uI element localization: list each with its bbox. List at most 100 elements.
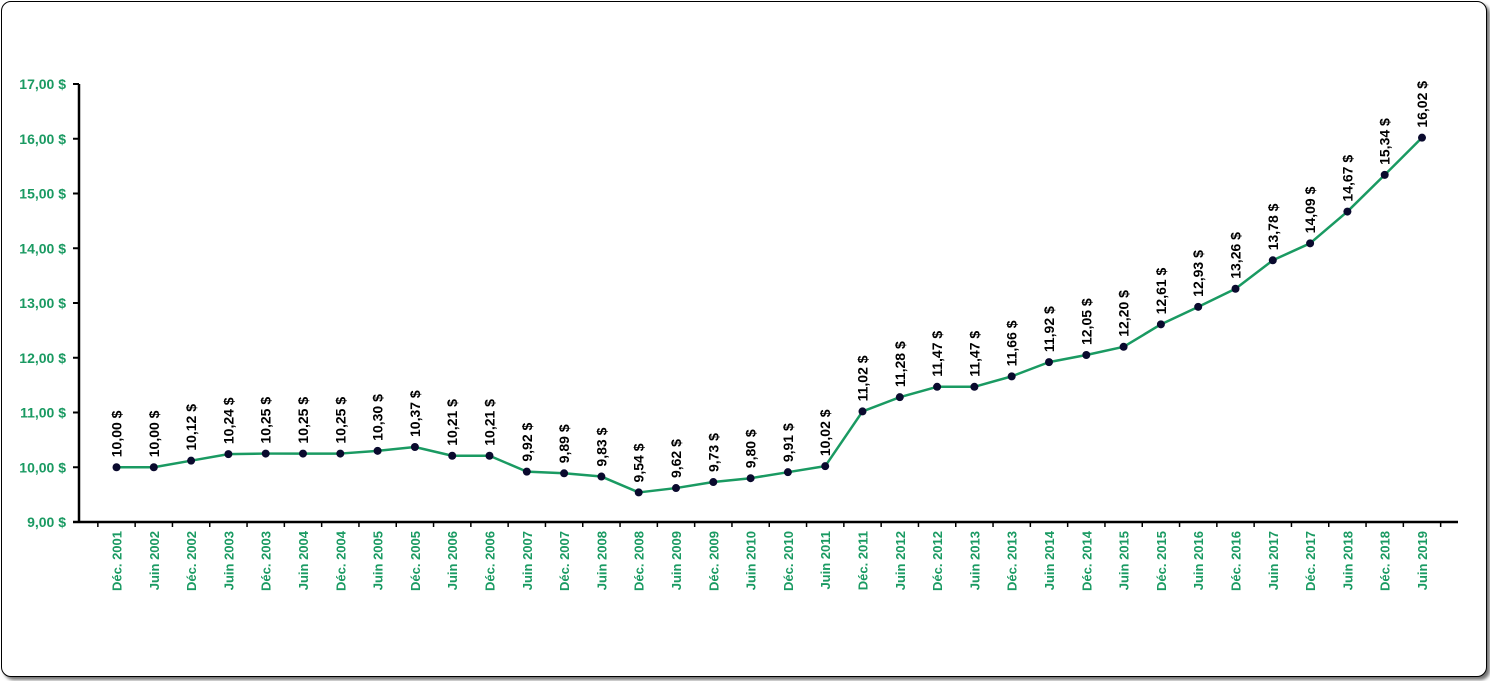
x-tick-label: Déc. 2007 [557,531,572,591]
y-tick-label: 12,00 $ [19,350,66,366]
data-point [1306,239,1315,248]
data-label: 9,80 $ [743,429,759,468]
data-label: 15,34 $ [1377,118,1393,165]
data-point [746,474,755,483]
data-point [112,463,121,472]
data-point [933,382,942,391]
data-label: 12,61 $ [1153,267,1169,314]
data-point [970,382,979,391]
data-label: 9,92 $ [519,422,535,461]
x-tick-label: Déc. 2012 [930,531,945,591]
y-tick-label: 9,00 $ [27,514,66,530]
data-label: 10,30 $ [370,394,386,441]
data-point [1045,358,1053,367]
y-axis: 9,00 $ 10,00 $ 11,00 $ 12,00 $ 13,00 $ 14,00 … [19,76,81,530]
x-tick-label: Déc. 2017 [1303,531,1318,591]
data-label: 14,09 $ [1302,186,1318,233]
y-tick-label: 16,00 $ [19,131,66,147]
x-tick-label: Juin 2008 [594,531,609,590]
data-label: 12,05 $ [1078,298,1094,345]
x-tick-label: Juin 2003 [221,531,236,590]
data-label: 10,37 $ [407,390,423,437]
data-label: 10,21 $ [482,399,498,446]
data-label: 10,02 $ [817,409,833,456]
x-tick-label: Déc. 2004 [333,530,348,591]
data-point [1082,351,1091,360]
data-point [373,446,382,455]
data-point [1156,320,1165,329]
x-tick-label: Juin 2012 [893,531,908,590]
data-point [485,451,494,460]
x-tick-label: Juin 2015 [1117,531,1132,590]
x-tick-label: Déc. 2005 [408,531,423,591]
x-tick-label: Juin 2010 [744,531,759,590]
data-label: 9,54 $ [631,443,647,482]
data-point [1418,133,1426,142]
x-tick-label: Juin 2007 [520,531,535,590]
data-label: 11,28 $ [892,341,908,387]
x-tick-label: Déc. 2010 [781,531,796,591]
data-point [672,484,680,493]
data-label: 10,25 $ [332,397,348,444]
x-tick-label: Juin 2016 [1191,531,1206,590]
x-tick-label: Juin 2017 [1266,531,1281,590]
x-tick-label: Déc. 2001 [110,531,125,591]
data-point [1231,284,1240,293]
x-tick-label: Déc. 2002 [184,531,199,591]
x-tick-label: Déc. 2013 [1005,531,1020,591]
y-tick-label: 10,00 $ [19,459,66,475]
x-tick-label: Déc. 2011 [856,531,871,590]
x-tick-label: Juin 2019 [1415,531,1430,590]
data-label: 12,20 $ [1116,290,1132,337]
data-point [1007,372,1016,381]
data-label: 11,47 $ [966,331,982,377]
y-tick-label: 14,00 $ [19,240,66,256]
x-tick-label: Juin 2014 [1042,530,1057,590]
data-point [336,449,345,458]
x-tick-label: Déc. 2006 [483,531,498,591]
data-point [1380,170,1389,179]
data-label: 11,47 $ [929,331,945,377]
data-point [448,451,457,460]
data-label: 13,78 $ [1265,203,1281,250]
data-label: 12,93 $ [1190,250,1206,297]
data-point [597,472,606,481]
data-point [261,449,270,458]
x-tick-label: Juin 2002 [147,531,162,590]
data-label: 11,02 $ [855,355,871,401]
x-tick-label: Juin 2011 [818,531,833,590]
data-point [858,407,867,416]
x-tick-label: Juin 2009 [669,531,684,590]
data-point [522,467,531,476]
x-tick-label: Juin 2006 [445,531,460,590]
data-point [560,469,569,478]
data-label: 10,25 $ [258,397,274,444]
data-point [895,393,904,402]
data-label: 16,02 $ [1414,81,1430,128]
data-point [821,462,830,471]
data-label: 9,62 $ [668,439,684,478]
x-tick-label: Déc. 2016 [1229,531,1244,591]
x-tick-label: Juin 2004 [296,530,311,590]
data-point [149,463,158,472]
data-point [783,468,792,477]
data-label: 9,83 $ [593,427,609,466]
series-polyline [116,136,1423,494]
data-label: 11,66 $ [1004,320,1020,366]
data-label: 9,91 $ [780,423,796,462]
data-labels: 10,00 $ 10,00 $ 10,12 $ 10,24 $ 10,25 $ 10,25… [109,81,1431,483]
data-point [1119,342,1128,351]
data-point [299,449,307,458]
x-axis: Déc. 2001 Juin 2002 Déc. 2002 Juin 2003 Déc.… [73,520,1458,591]
data-label: 10,00 $ [109,410,125,457]
x-tick-label: Juin 2005 [371,531,386,590]
data-label: 10,24 $ [220,397,236,444]
data-label: 10,25 $ [295,397,311,444]
data-point [1194,302,1203,311]
x-tick-label: Déc. 2008 [632,531,647,591]
x-tick-label: Déc. 2015 [1154,531,1169,591]
x-tick-label: Déc. 2014 [1079,530,1094,591]
data-point [1343,207,1352,216]
